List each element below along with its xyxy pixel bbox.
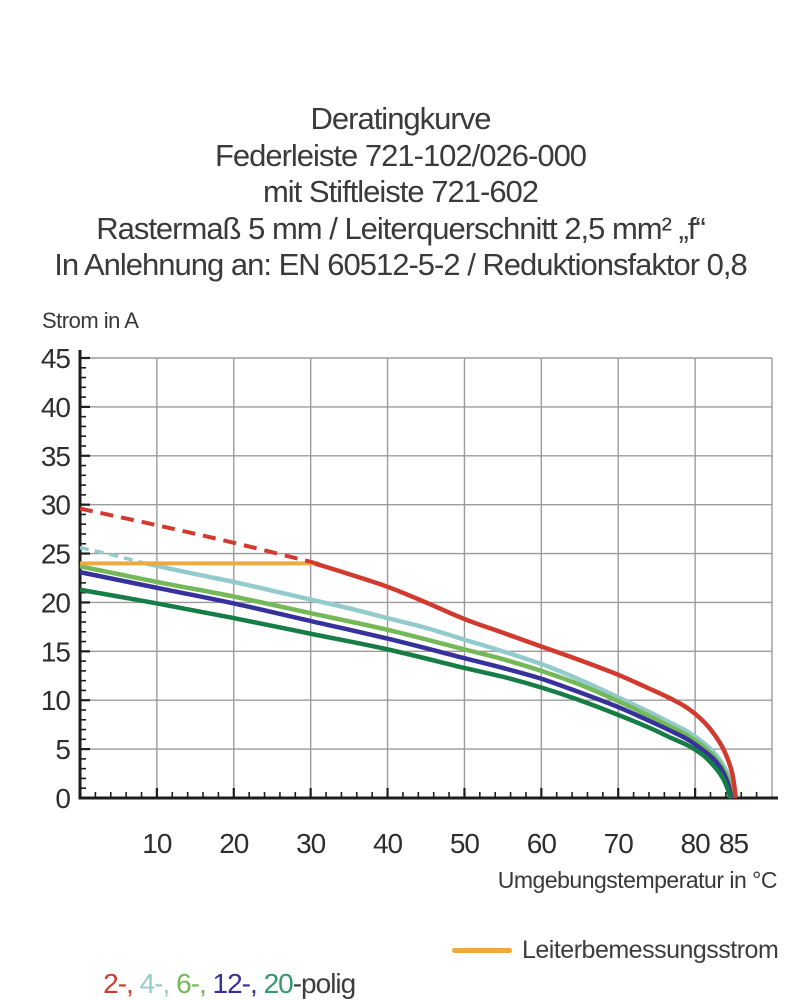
y-tick-label-35: 35 xyxy=(41,441,71,472)
series-4-polig-grenzbereich xyxy=(79,545,146,566)
y-tick-label-30: 30 xyxy=(41,490,71,521)
series-4-polig xyxy=(144,561,736,799)
series-2-polig xyxy=(313,561,739,799)
title-line-4: Rastermaß 5 mm / Leiterquerschnitt 2,5 m… xyxy=(96,210,706,246)
legend-conductor: Leiterbemessungsstrom xyxy=(452,936,779,965)
title-line-1: Deratingkurve xyxy=(310,101,492,136)
legend-poles-20: 20 xyxy=(263,968,294,999)
x-tick-label-50: 50 xyxy=(450,828,480,859)
chart-title: Deratingkurve Federleiste 721-102/026-00… xyxy=(0,101,801,284)
y-axis-title: Strom in A xyxy=(42,308,139,333)
y-tick-label-15: 15 xyxy=(41,636,71,667)
y-tick-label-40: 40 xyxy=(41,392,71,423)
series xyxy=(79,506,739,799)
legend-poles: 2-, 4-, 6-, 12-, 20-polig xyxy=(76,936,356,1000)
axes xyxy=(78,350,778,800)
legend-poles-4: 4-, xyxy=(139,968,177,999)
x-tick-label-30: 30 xyxy=(296,828,326,859)
x-tick-label-10: 10 xyxy=(142,828,172,859)
y-tick-label-20: 20 xyxy=(41,587,71,618)
x-tick-label-80: 80 xyxy=(681,828,711,859)
x-tick-label-60: 60 xyxy=(527,828,557,859)
legend-conductor-label: Leiterbemessungsstrom xyxy=(522,936,779,964)
x-axis-title: Umgebungstemperatur in °C xyxy=(497,867,778,893)
y-tick-label-45: 45 xyxy=(41,343,71,374)
title-line-2: Federleiste 721-102/026-000 xyxy=(214,137,587,173)
x-tick-label-70: 70 xyxy=(604,828,634,859)
legend-poles-6: 6-, xyxy=(176,968,213,999)
legend-poles-2: 2-, xyxy=(103,968,140,999)
series-12-polig xyxy=(79,569,734,799)
y-tick-label-10: 10 xyxy=(41,685,71,716)
y-tick-label-5: 5 xyxy=(55,734,70,765)
x-tick-label-20: 20 xyxy=(219,828,249,859)
title-line-5: In Anlehnung an: EN 60512-5-2 / Reduktio… xyxy=(54,247,748,282)
legend-poles-suffix: -polig xyxy=(292,968,356,999)
axis-tick-labels: 10 20 30 40 50 60 70 80 85 0 5 10 15 20 25 30 35 40 45 xyxy=(41,343,750,859)
title-line-3: mit Stiftleiste 721-602 xyxy=(262,174,539,209)
y-tick-label-0: 0 xyxy=(55,783,70,814)
series-20-polig xyxy=(79,587,733,799)
conductor-current-swatch xyxy=(452,948,512,953)
grid xyxy=(80,357,773,798)
axis-ticks xyxy=(80,356,758,798)
legend-poles-12: 12-, xyxy=(212,968,264,999)
x-tick-label-40: 40 xyxy=(373,828,403,859)
y-tick-label-25: 25 xyxy=(41,539,71,570)
x-tick-label-85: 85 xyxy=(719,828,749,859)
